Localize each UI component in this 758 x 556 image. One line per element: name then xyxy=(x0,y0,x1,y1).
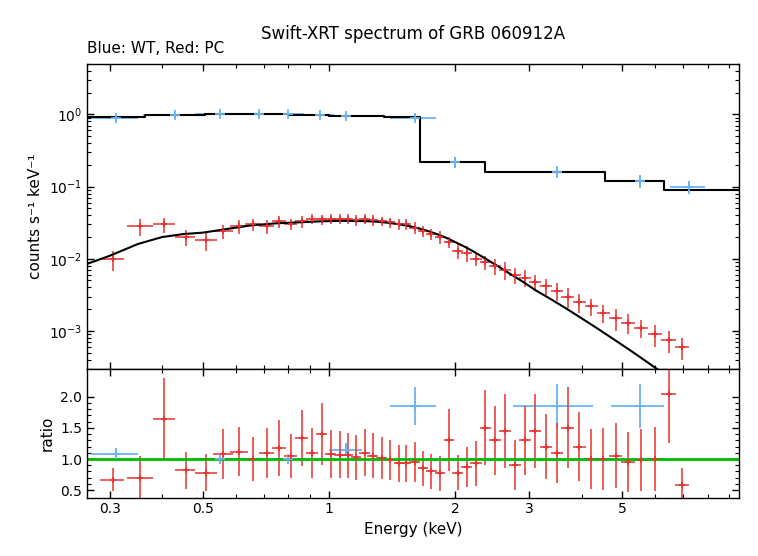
X-axis label: Energy (keV): Energy (keV) xyxy=(364,522,462,537)
Y-axis label: ratio: ratio xyxy=(39,415,55,451)
Text: Blue: WT, Red: PC: Blue: WT, Red: PC xyxy=(87,41,224,56)
Title: Swift-XRT spectrum of GRB 060912A: Swift-XRT spectrum of GRB 060912A xyxy=(261,25,565,43)
Y-axis label: counts s⁻¹ keV⁻¹: counts s⁻¹ keV⁻¹ xyxy=(29,153,43,279)
